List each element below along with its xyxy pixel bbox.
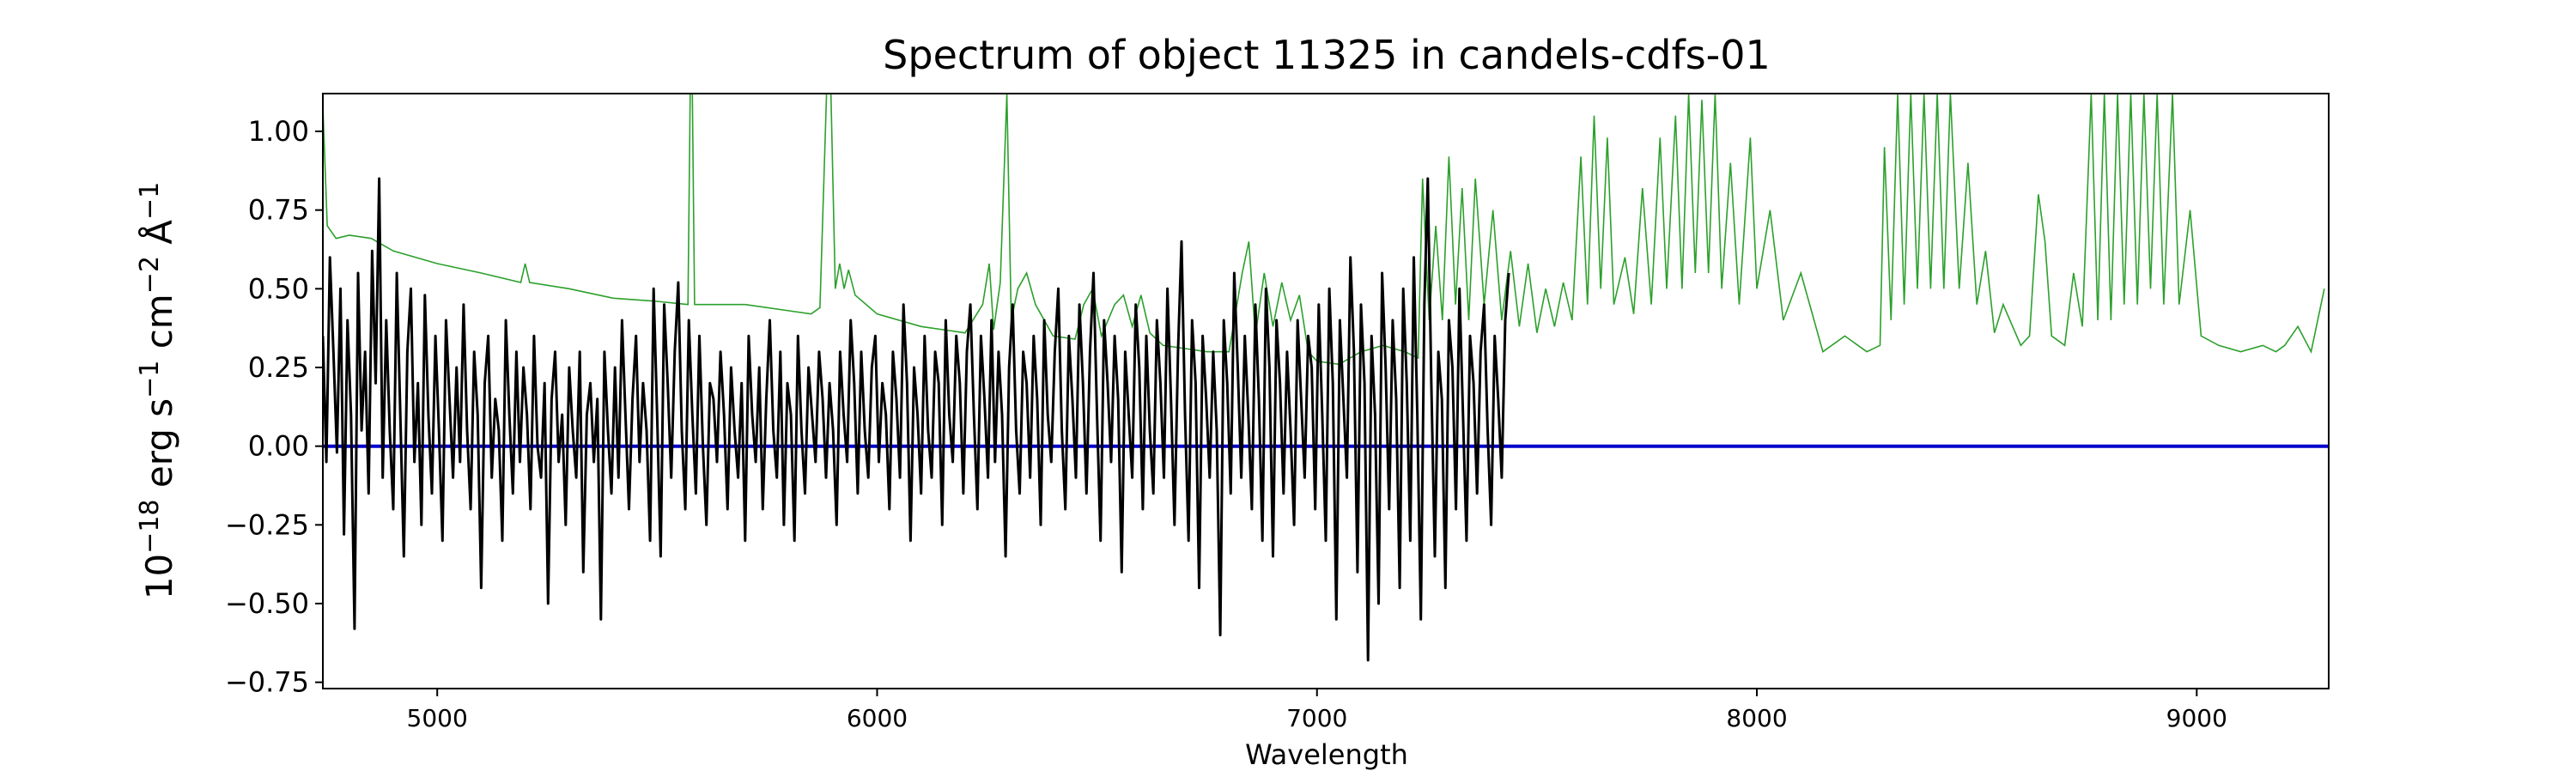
y-label-exponent: −18: [135, 500, 165, 554]
y-tick-label: −0.50: [225, 587, 309, 620]
chart-title: Spectrum of object 11325 in candels-cdfs…: [883, 32, 1771, 78]
y-label-text: 10: [138, 554, 180, 599]
x-tick-label: 5000: [407, 704, 468, 732]
y-tick-label: 0.50: [248, 272, 309, 305]
y-tick-label: −0.25: [225, 508, 309, 541]
flux-spectrum-line: [323, 177, 1510, 662]
y-axis: −0.75 −0.50 −0.25 0.00 0.25 0.50 0.75 1.00: [225, 115, 323, 699]
y-label-exponent: −1: [135, 361, 165, 398]
y-label-text: Å: [137, 220, 180, 256]
x-tick-label: 9000: [2166, 704, 2227, 732]
y-tick-label: 0.25: [248, 351, 309, 384]
y-label-text: cm: [138, 294, 180, 360]
y-label-exponent: −2: [135, 256, 165, 294]
y-axis-label: 10−18 erg s−1 cm−2 Å−1: [135, 182, 180, 600]
x-tick-label: 7000: [1286, 704, 1347, 732]
x-axis-label: Wavelength: [1245, 738, 1408, 771]
y-label-text: erg s: [138, 398, 180, 500]
y-tick-label: −0.75: [225, 666, 309, 699]
y-tick-label: 0.00: [248, 430, 309, 463]
sky-spectrum-line: [323, 94, 2325, 366]
plot-area: [323, 94, 2329, 662]
x-tick-label: 8000: [1726, 704, 1787, 732]
x-axis: 5000 6000 7000 8000 9000: [407, 689, 2227, 732]
x-tick-label: 6000: [847, 704, 908, 732]
axes-frame: [322, 93, 2330, 689]
y-tick-label: 1.00: [248, 115, 309, 148]
y-label-exponent: −1: [135, 182, 165, 220]
y-tick-label: 0.75: [248, 194, 309, 227]
